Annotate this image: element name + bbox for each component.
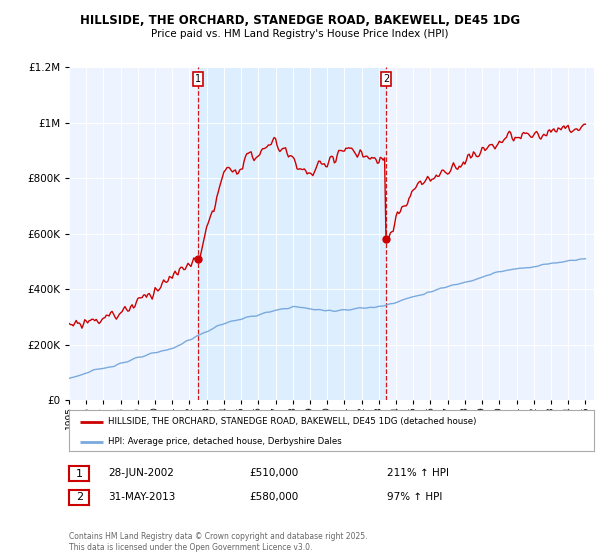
Text: HILLSIDE, THE ORCHARD, STANEDGE ROAD, BAKEWELL, DE45 1DG (detached house): HILLSIDE, THE ORCHARD, STANEDGE ROAD, BA… bbox=[109, 417, 477, 426]
Text: 1: 1 bbox=[195, 74, 201, 84]
Text: 97% ↑ HPI: 97% ↑ HPI bbox=[387, 492, 442, 502]
Text: 211% ↑ HPI: 211% ↑ HPI bbox=[387, 468, 449, 478]
Text: 1: 1 bbox=[76, 469, 83, 479]
Text: £580,000: £580,000 bbox=[249, 492, 298, 502]
Text: 28-JUN-2002: 28-JUN-2002 bbox=[108, 468, 174, 478]
Text: 2: 2 bbox=[383, 74, 389, 84]
Text: HILLSIDE, THE ORCHARD, STANEDGE ROAD, BAKEWELL, DE45 1DG: HILLSIDE, THE ORCHARD, STANEDGE ROAD, BA… bbox=[80, 14, 520, 27]
Text: 31-MAY-2013: 31-MAY-2013 bbox=[108, 492, 175, 502]
Text: HPI: Average price, detached house, Derbyshire Dales: HPI: Average price, detached house, Derb… bbox=[109, 437, 342, 446]
Bar bbox=[198, 67, 386, 400]
Text: £510,000: £510,000 bbox=[249, 468, 298, 478]
Text: Price paid vs. HM Land Registry's House Price Index (HPI): Price paid vs. HM Land Registry's House … bbox=[151, 29, 449, 39]
Text: Contains HM Land Registry data © Crown copyright and database right 2025.
This d: Contains HM Land Registry data © Crown c… bbox=[69, 532, 367, 552]
Text: 2: 2 bbox=[76, 492, 83, 502]
